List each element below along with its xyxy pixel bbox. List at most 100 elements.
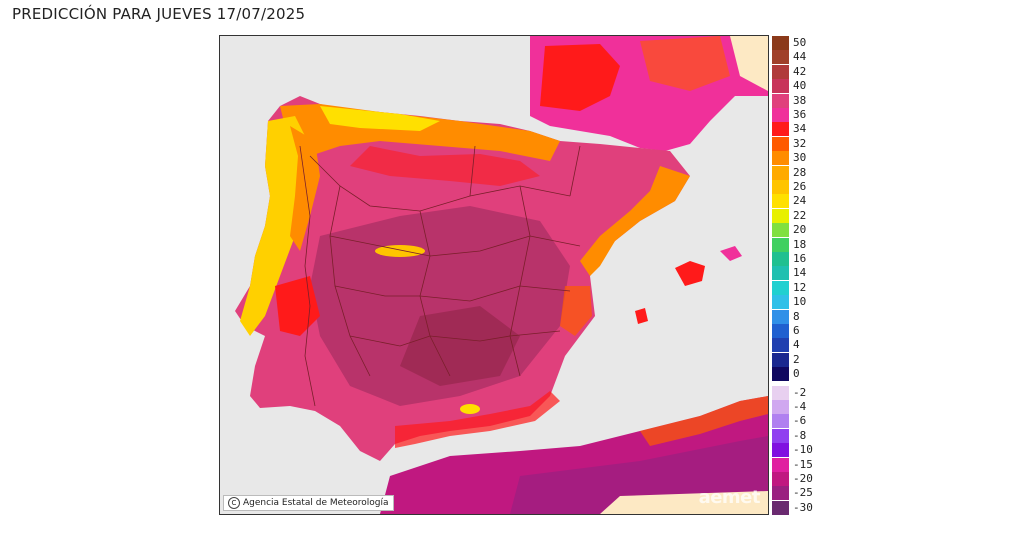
legend-label: 42 xyxy=(793,64,807,78)
legend-item: 6 xyxy=(772,324,800,338)
legend-label: -6 xyxy=(793,414,807,428)
south-coast-hot xyxy=(395,391,560,448)
legend-label: -20 xyxy=(793,472,813,485)
legend-item: 0 xyxy=(772,367,800,382)
legend-label: 14 xyxy=(793,266,807,280)
legend-label: 28 xyxy=(793,165,807,179)
legend-item: 16 xyxy=(772,252,806,266)
legend-swatch xyxy=(772,309,789,324)
legend-item: -4 xyxy=(772,400,806,414)
legend-swatch xyxy=(772,122,789,137)
legend-swatch xyxy=(772,93,789,108)
legend-item: 24 xyxy=(772,194,806,209)
legend-item: 44 xyxy=(772,50,807,65)
legend-swatch xyxy=(772,280,789,295)
legend-item: 22 xyxy=(772,208,807,223)
legend-swatch xyxy=(772,266,789,281)
france-warm-zone xyxy=(640,36,730,91)
legend-label: -25 xyxy=(793,486,813,500)
legend-item: 42 xyxy=(772,64,807,79)
legend-swatch xyxy=(772,367,789,382)
legend-label: 50 xyxy=(793,36,807,49)
legend-swatch xyxy=(772,295,789,310)
legend-label: 34 xyxy=(793,122,807,136)
menorca xyxy=(720,246,742,261)
far-land-beige xyxy=(730,36,768,91)
legend-item: 10 xyxy=(772,295,807,310)
legend-item: 38 xyxy=(772,93,807,108)
map-credit: C Agencia Estatal de Meteorología xyxy=(223,495,394,511)
legend-item: 32 xyxy=(772,136,807,151)
legend-label: 36 xyxy=(793,108,807,121)
legend-swatch xyxy=(772,428,789,443)
legend-label: 32 xyxy=(793,136,807,150)
legend-swatch xyxy=(772,324,789,338)
legend-swatch xyxy=(772,208,789,223)
legend-label: 8 xyxy=(793,309,800,323)
legend-swatch xyxy=(772,151,789,166)
legend-item: 34 xyxy=(772,122,807,137)
legend-item: -10 xyxy=(772,443,813,458)
legend-swatch xyxy=(772,385,789,400)
sierra-cool-patch xyxy=(375,245,425,257)
legend-item: 8 xyxy=(772,309,800,324)
sierra-nevada-patch xyxy=(460,404,480,414)
copyright-icon: C xyxy=(228,497,240,509)
legend-item: -25 xyxy=(772,486,813,501)
legend-swatch xyxy=(772,194,789,209)
legend-item: 30 xyxy=(772,151,807,166)
legend-item: 14 xyxy=(772,266,807,281)
legend-swatch xyxy=(772,180,789,194)
ibiza xyxy=(635,308,648,324)
legend-swatch xyxy=(772,338,789,353)
legend-label: -15 xyxy=(793,457,813,471)
legend-label: 10 xyxy=(793,295,807,309)
guadalquivir-hot-core xyxy=(400,306,520,386)
africa-coast-warm xyxy=(640,396,768,446)
legend-swatch xyxy=(772,252,789,266)
legend-label: -2 xyxy=(793,385,807,399)
legend-label: 4 xyxy=(793,338,800,352)
map-svg xyxy=(220,36,768,514)
legend-label: 12 xyxy=(793,280,807,294)
legend-swatch xyxy=(772,108,789,122)
page-title: PREDICCIÓN PARA JUEVES 17/07/2025 xyxy=(12,5,306,23)
legend-label: 38 xyxy=(793,93,807,107)
legend-item: -20 xyxy=(772,472,813,486)
valencia-warm xyxy=(560,286,592,336)
legend-label: 22 xyxy=(793,208,807,222)
legend-swatch xyxy=(772,36,789,50)
legend-swatch xyxy=(772,472,789,486)
legend-swatch xyxy=(772,400,789,414)
legend-label: 30 xyxy=(793,151,807,165)
legend-label: 44 xyxy=(793,50,807,64)
legend-swatch xyxy=(772,500,789,515)
legend-label: -30 xyxy=(793,500,813,514)
legend-item: 50 xyxy=(772,36,806,50)
west-coast-mild xyxy=(240,116,310,336)
aemet-watermark: aemet xyxy=(698,487,761,508)
legend-swatch xyxy=(772,352,789,367)
legend-item: 40 xyxy=(772,79,806,94)
legend-swatch xyxy=(772,223,789,238)
france-hot-zone xyxy=(540,44,620,111)
legend-swatch xyxy=(772,165,789,180)
legend-swatch xyxy=(772,414,789,429)
legend-item: -6 xyxy=(772,414,807,429)
legend-item: -2 xyxy=(772,385,807,400)
legend-label: 2 xyxy=(793,352,800,366)
galicia-warm xyxy=(290,126,320,251)
legend-label: 18 xyxy=(793,237,807,251)
temperature-legend: 50 44 42 40 38 36 34 32 30 28 26 24 22 20 18 16 14 12 10 8 6… xyxy=(772,36,842,515)
temperature-map[interactable]: C Agencia Estatal de Meteorología aemet xyxy=(219,35,769,515)
legend-item: -30 xyxy=(772,500,813,515)
legend-label: -10 xyxy=(793,443,813,457)
legend-label: 6 xyxy=(793,324,800,337)
legend-swatch xyxy=(772,486,789,501)
legend-item: 2 xyxy=(772,352,800,367)
legend-swatch xyxy=(772,136,789,151)
legend-item: 12 xyxy=(772,280,807,295)
legend-swatch xyxy=(772,50,789,65)
legend-item: 36 xyxy=(772,108,806,122)
legend-swatch xyxy=(772,64,789,79)
